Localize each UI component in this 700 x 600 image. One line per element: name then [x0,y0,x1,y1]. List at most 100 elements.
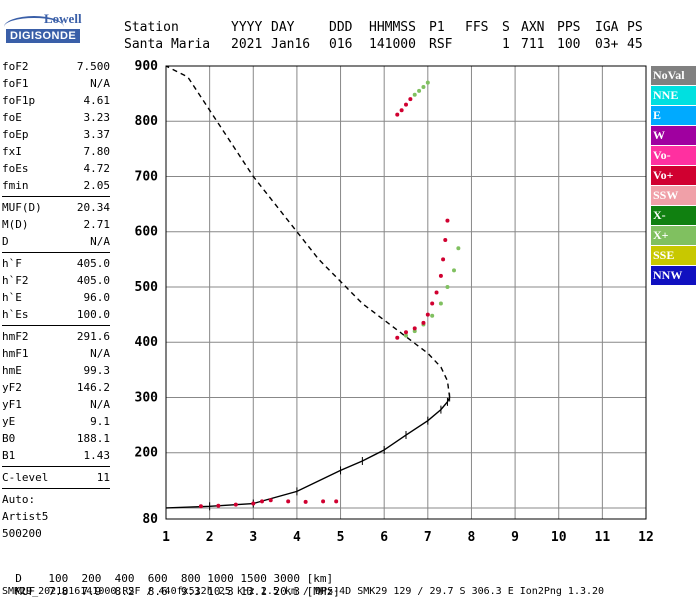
parameter-name: foEp [2,128,29,141]
x-tick-label: 7 [424,530,432,545]
legend-item: NNW [651,266,696,285]
parameter-row: h`Es 100.0 [2,306,110,323]
parameter-value: 3.23 [83,111,111,124]
y-tick-label: 700 [135,169,159,184]
parameter-value: 100.0 [76,308,110,321]
separator [2,488,110,489]
parameter-name: yF1 [2,398,22,411]
echo-point [421,84,426,89]
parameter-name: yE [2,415,16,428]
echo-point [412,92,417,97]
echo-point [430,313,435,318]
parameter-row: yE 9.1 [2,413,110,430]
parameter-name: h`F2 [2,274,29,287]
muf-label: MUF [15,585,36,598]
muf-row: MUF 7.8 7.9 8.2 8.6 9.3 10.3 13.1 20.3 [… [2,572,340,598]
header-label: PS [627,20,643,35]
echo-point [445,218,450,223]
parameter-name: foEs [2,162,29,175]
parameter-name: yF2 [2,381,22,394]
header-value: 016 [329,37,353,52]
parameter-value: 2.05 [83,179,111,192]
echo-point [260,499,264,504]
echo-point [303,499,308,504]
header-label: Station [124,20,179,35]
header-label: PPS [557,20,581,35]
header-label: DAY [271,20,295,35]
echo-point [412,329,417,334]
header-value: 100 [557,37,581,52]
parameter-name: MUF(D) [2,201,42,214]
echo-point [395,112,400,117]
parameter-name: M(D) [2,218,29,231]
echo-point [395,335,400,340]
parameter-row: yF2 146.2 [2,379,110,396]
parameter-value: N/A [90,398,110,411]
separator [2,252,110,253]
parameter-row: foF1p 4.61 [2,92,110,109]
parameter-value: 7.80 [83,145,111,158]
x-tick-label: 11 [595,530,611,545]
header-value: 2021 [231,37,263,52]
x-tick-label: 9 [511,530,519,545]
echo-point [404,102,408,107]
header-value: Jan16 [271,37,311,52]
y-tick-label: 600 [135,225,159,240]
x-tick-label: 3 [249,530,257,545]
echo-point [456,246,461,251]
lowell-digisonde-logo: Lowell DIGISONDE [4,8,114,48]
parameter-value: 405.0 [76,257,110,270]
x-tick-label: 5 [337,530,345,545]
parameter-row: yF1 N/A [2,396,110,413]
parameter-panel: foF2 7.500 foF1 N/A foF1p 4.61 foE 3.23 foEp 3.37… [2,58,110,542]
echo-point [233,502,238,507]
header-value: 45 [627,37,643,52]
auto-scaling-info: Auto: [2,493,36,506]
header-label: AXN [521,20,545,35]
echo-point [334,499,339,504]
legend-item: SSE [651,246,696,265]
parameter-row: B1 1.43 [2,447,110,464]
separator [2,196,110,197]
muf-values: 7.8 7.9 8.2 8.6 9.3 10.3 13.1 20.3 [MHz] [35,585,340,598]
echo-point [321,499,326,504]
header-label: P1 [429,20,445,35]
parameter-name: h`E [2,291,22,304]
parameter-name: hmF1 [2,347,29,360]
parameter-row: foE 3.23 [2,109,110,126]
parameter-name: foE [2,111,22,124]
y-tick-label: 300 [135,390,159,405]
separator [2,466,110,467]
header-label: DDD [329,20,353,35]
header-label: YYYY [231,20,263,35]
parameter-name: fmin [2,179,29,192]
parameter-row: D N/A [2,233,110,250]
legend-item: X+ [651,226,696,245]
x-tick-label: 8 [468,530,476,545]
logo-line1: Lowell [44,11,82,26]
x-tick-label: 10 [551,530,567,545]
parameter-name: foF1 [2,77,29,90]
parameter-row: h`E 96.0 [2,289,110,306]
parameter-value: N/A [90,235,110,248]
parameter-row: h`F 405.0 [2,255,110,272]
distance-label: D [15,572,22,585]
parameter-row: hmF1 N/A [2,345,110,362]
parameter-value: 291.6 [76,330,110,343]
parameter-name: hmE [2,364,22,377]
legend-item: NoVal [651,66,696,85]
y-tick-label: 200 [135,446,159,461]
parameter-value: 146.2 [76,381,110,394]
echo-point [438,301,443,306]
echo-point [434,290,439,295]
parameter-value: 11 [96,471,110,484]
echo-point [425,312,430,317]
header-value: 1 [502,37,510,52]
echo-point [251,501,256,506]
echo-point [452,268,456,273]
echo-point [268,498,273,503]
parameter-name: hmF2 [2,330,29,343]
echo-point [286,499,291,504]
distance-values: 100 200 400 600 800 1000 1500 3000 [km] [21,572,334,585]
